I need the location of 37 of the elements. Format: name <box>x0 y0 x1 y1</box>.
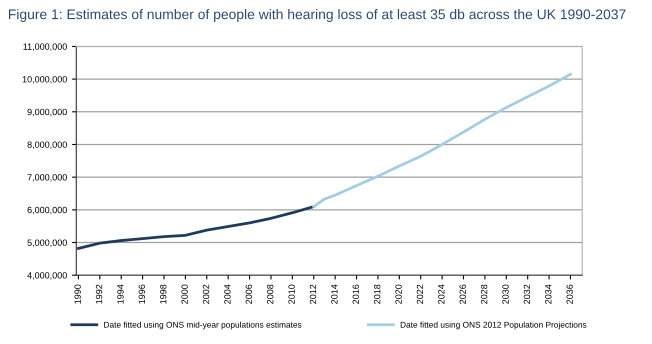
x-tick-label: 1994 <box>117 284 124 304</box>
x-tick-label: 2034 <box>545 284 552 304</box>
x-tick-label: 1998 <box>160 284 166 304</box>
x-tick-label: 2010 <box>288 284 295 304</box>
x-tick-label: 2022 <box>416 284 424 304</box>
x-tick-label: 2036 <box>566 284 573 304</box>
y-tick-label: 9,000,000 <box>28 108 67 116</box>
legend-label: Date fitted using ONS mid-year populations estimates <box>104 322 302 330</box>
y-tick-label: 10,000,000 <box>22 76 67 84</box>
x-tick-label: 2032 <box>524 284 530 304</box>
x-tick-label: 2030 <box>502 284 509 304</box>
chart-title: Figure 1: Estimates of number of people with hearing loss of at least 35 db across the UK 1990-2037 <box>8 9 626 22</box>
legend-label: Date fitted using ONS 2012 Population Projections <box>400 322 586 330</box>
x-tick-label: 2004 <box>224 284 231 304</box>
x-tick-label: 1996 <box>138 284 146 304</box>
y-tick-label: 6,000,000 <box>28 206 67 214</box>
x-tick-label: 2008 <box>266 284 274 304</box>
x-tick-label: 2002 <box>202 284 210 304</box>
line-series <box>312 72 572 208</box>
y-tick-label: 5,000,000 <box>27 239 67 247</box>
x-tick-label: 2028 <box>480 284 488 304</box>
y-tick-label: 8,000,000 <box>27 141 67 149</box>
x-tick-label: 2018 <box>374 284 380 304</box>
x-tick-label: 1990 <box>74 284 81 304</box>
y-tick-label: 4,000,000 <box>27 272 67 280</box>
x-tick-label: 2000 <box>181 284 188 304</box>
x-tick-label: 2016 <box>352 284 359 304</box>
x-tick-label: 2012 <box>310 284 316 304</box>
x-tick-label: 2024 <box>438 284 445 304</box>
y-tick-label: 7,000,000 <box>28 174 67 182</box>
x-tick-label: 2020 <box>395 284 402 304</box>
x-tick-label: 1992 <box>96 284 102 304</box>
x-tick-label: 2006 <box>246 284 252 304</box>
y-tick-label: 11,000,000 <box>23 43 67 51</box>
x-tick-label: 2014 <box>331 284 338 304</box>
x-tick-label: 2026 <box>460 284 466 304</box>
line-series <box>77 205 316 250</box>
